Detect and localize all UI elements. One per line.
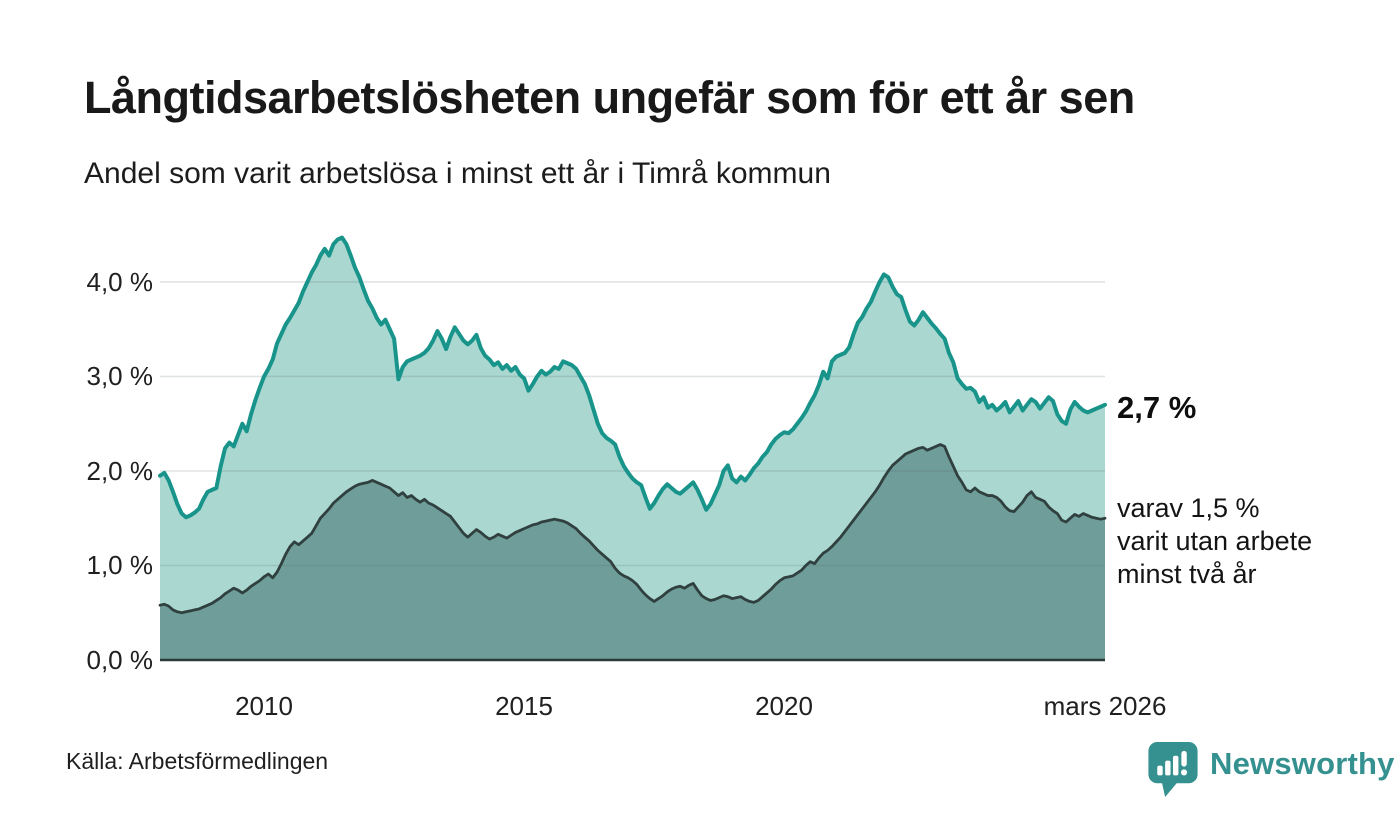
area-minst-tva-ar — [160, 444, 1105, 660]
y-tick-label: 3,0 % — [86, 361, 154, 391]
gridlines — [160, 281, 1105, 567]
newsworthy-brand: Newsworthy — [1148, 742, 1395, 799]
x-tick-label: 2010 — [235, 691, 293, 721]
x-tick-label: 2015 — [495, 691, 553, 721]
annotation-line: varav 1,5 % — [1117, 493, 1260, 523]
x-tick-label: 2020 — [755, 691, 813, 721]
x-tick-label: mars 2026 — [1043, 691, 1167, 721]
line-minst-tva-ar — [158, 443, 1107, 615]
annotation-line: minst två år — [1117, 559, 1257, 589]
annotation-line: varit utan arbete — [1117, 526, 1313, 556]
newsworthy-logo-text: Newsworthy — [1210, 746, 1395, 781]
source-label: Källa: Arbetsförmedlingen — [66, 748, 329, 774]
area-chart — [158, 235, 1107, 662]
series-annotation: varav 1,5 % varit utan arbete minst två … — [1117, 492, 1312, 591]
page-title: Långtidsarbetslösheten ungefär som för e… — [84, 72, 1135, 123]
chart-subtitle: Andel som varit arbetslösa i minst ett å… — [84, 157, 831, 190]
newsworthy-logo-icon — [1148, 742, 1198, 798]
y-tick-label: 2,0 % — [86, 456, 154, 486]
end-value-label: 2,7 % — [1117, 390, 1197, 425]
y-tick-label: 1,0 % — [86, 550, 154, 580]
y-tick-label: 0,0 % — [86, 645, 154, 675]
y-tick-label: 4,0 % — [86, 267, 154, 297]
line-minst-ett-ar — [158, 235, 1107, 520]
